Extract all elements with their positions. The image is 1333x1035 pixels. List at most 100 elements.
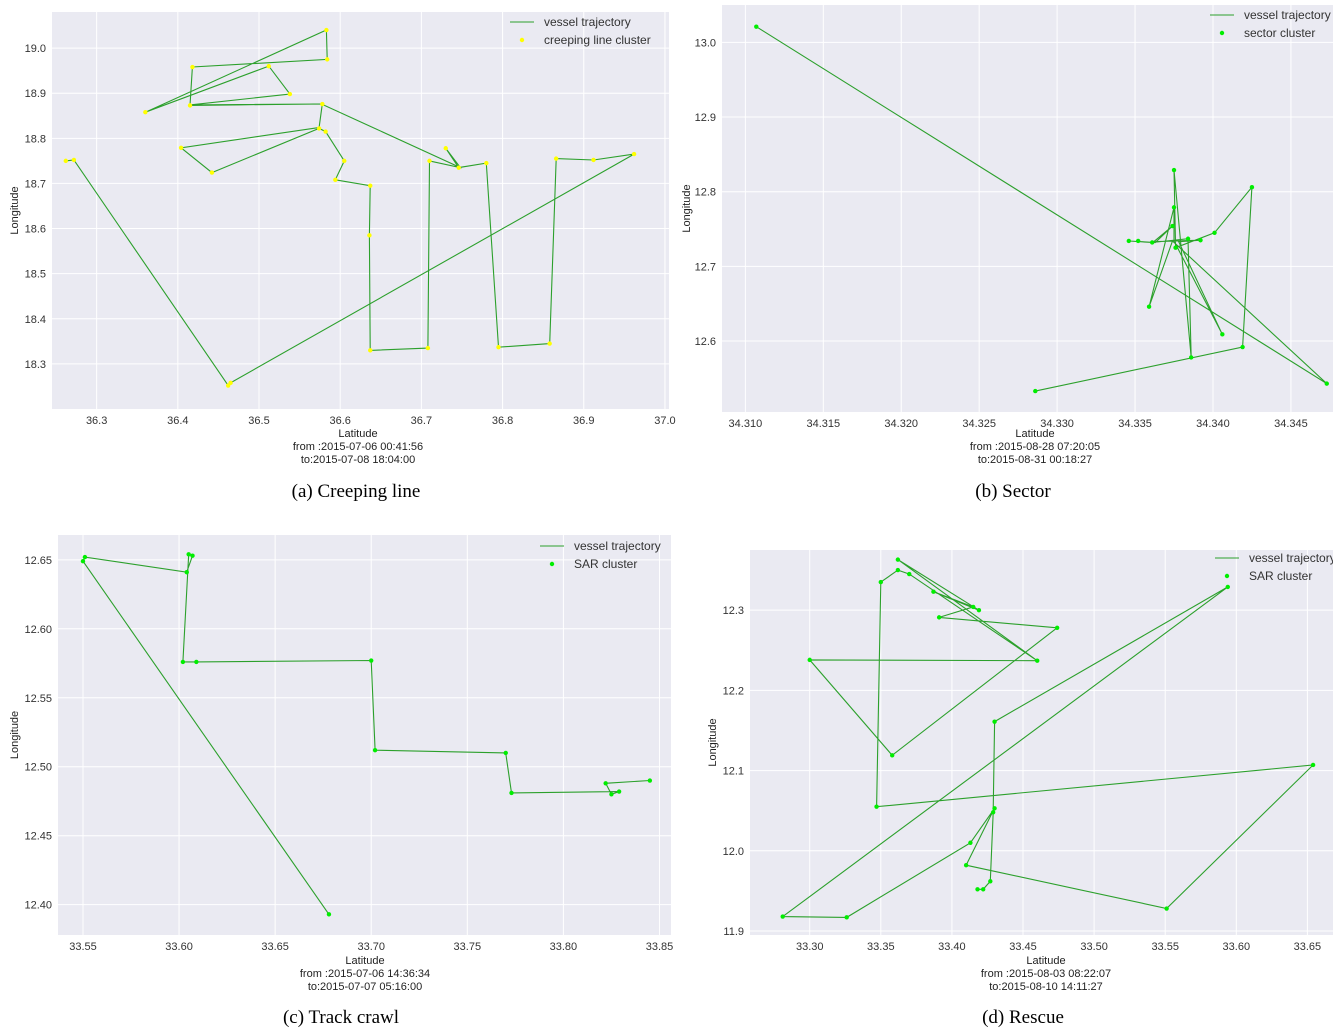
cluster-point [367, 233, 372, 238]
cluster-point [178, 145, 184, 150]
cluster-point [209, 170, 215, 175]
y-tick-label: 12.60 [24, 624, 52, 636]
cluster-point [874, 804, 879, 809]
cluster-point [907, 571, 912, 577]
cluster-point [443, 146, 448, 151]
x-tick-label: 34.320 [884, 418, 918, 430]
legend-marker-swatch [549, 561, 555, 567]
y-tick-label: 12.7 [695, 261, 716, 273]
cluster-point [807, 657, 812, 663]
x-tick-label: 36.7 [411, 415, 432, 427]
cluster-point [266, 63, 271, 69]
cluster-point [372, 747, 378, 753]
cluster-point [553, 156, 559, 161]
panel-sector: 34.310 34.315 34.320 34.325 34.330 34.335 34.3… [681, 5, 1333, 502]
x-tick-label: 33.85 [646, 941, 674, 953]
cluster-point [971, 604, 976, 610]
cluster-point [631, 151, 637, 157]
x-tick-label: 34.315 [806, 418, 840, 430]
panel-rescue: 33.30 33.35 33.40 33.45 33.50 33.55 33.60 33.65… [707, 550, 1333, 1028]
x-tick-label: 33.30 [796, 941, 824, 953]
y-tick-label: 12.3 [723, 605, 744, 617]
y-tick-label: 18.7 [25, 178, 46, 190]
cluster-point [1310, 762, 1316, 768]
x-tick-label: 34.310 [729, 418, 763, 430]
y-tick-label: 18.6 [25, 224, 46, 236]
cluster-point [603, 781, 608, 786]
cluster-point [320, 101, 325, 107]
cluster-point [931, 589, 936, 594]
figure-caption: (b) Sector [975, 481, 1051, 502]
x-tick-label: 33.55 [69, 941, 97, 953]
x-tick-label: 34.325 [962, 418, 996, 430]
date-to-label: to:2015-07-07 05:16:00 [308, 981, 422, 993]
y-tick-label: 12.50 [24, 762, 52, 774]
cluster-point [190, 64, 195, 70]
cluster-point [1185, 236, 1191, 241]
x-tick-label: 36.3 [86, 415, 107, 427]
legend-marker-swatch [519, 37, 525, 43]
cluster-point [456, 165, 461, 170]
legend-marker-swatch [1224, 573, 1230, 579]
cluster-point [509, 790, 514, 796]
cluster-point [976, 607, 982, 613]
cluster-point [369, 658, 374, 663]
trajectory-line [65, 29, 635, 387]
y-tick-label: 19.0 [25, 43, 46, 55]
cluster-point [228, 380, 233, 386]
plot-area [750, 550, 1333, 935]
x-tick-label: 34.340 [1196, 418, 1230, 430]
cluster-point [187, 103, 193, 108]
cluster-point [1146, 304, 1152, 309]
cluster-point [992, 806, 997, 811]
cluster-point [1188, 355, 1194, 360]
cluster-point [496, 344, 501, 350]
cluster-point [190, 553, 195, 558]
y-tick-label: 18.4 [25, 314, 46, 326]
cluster-point [194, 659, 199, 665]
cluster-point [1173, 245, 1178, 250]
cluster-point [186, 552, 191, 557]
x-tick-label: 37.0 [654, 415, 675, 427]
x-tick-label: 33.80 [550, 941, 578, 953]
cluster-point [616, 789, 622, 794]
cluster-point [990, 810, 996, 815]
x-tick-label: 33.40 [938, 941, 966, 953]
y-tick-label: 12.2 [723, 685, 744, 697]
cluster-point [1171, 167, 1177, 173]
cluster-point [484, 160, 489, 166]
cluster-point [71, 157, 77, 163]
cluster-point [1149, 240, 1155, 245]
x-tick-label: 36.8 [492, 415, 513, 427]
x-tick-label: 33.75 [454, 941, 482, 953]
cluster-point [647, 778, 653, 783]
y-tick-label: 12.65 [24, 555, 52, 567]
x-tick-label: 36.5 [248, 415, 269, 427]
cluster-point [1171, 205, 1177, 210]
legend-marker-swatch [1219, 30, 1225, 36]
x-axis-label: Latitude [1015, 428, 1054, 440]
cluster-point [609, 792, 614, 797]
x-tick-label: 33.45 [1009, 941, 1037, 953]
cluster-point [326, 912, 332, 917]
cluster-point [63, 158, 69, 164]
y-tick-label: 12.55 [24, 693, 52, 705]
cluster-point [325, 57, 330, 62]
cluster-point [503, 750, 508, 756]
cluster-point [547, 341, 552, 346]
cluster-point [591, 157, 596, 163]
cluster-point [80, 559, 86, 564]
cluster-point [324, 27, 329, 33]
x-tick-label: 36.6 [329, 415, 350, 427]
x-tick-label: 34.335 [1118, 418, 1152, 430]
x-tick-label: 33.65 [1294, 941, 1322, 953]
x-axis-label: Latitude [1026, 955, 1065, 967]
panel-track-crawl: 33.55 33.60 33.65 33.70 33.75 33.80 33.85 12.40… [9, 535, 673, 1028]
y-tick-label: 18.3 [25, 359, 46, 371]
cluster-point [1324, 381, 1329, 386]
x-tick-label: 33.60 [165, 941, 193, 953]
cluster-point [1220, 332, 1225, 337]
x-axis-label: Latitude [338, 428, 377, 440]
cluster-point [1033, 388, 1038, 394]
y-axis-label: Longitude [681, 184, 693, 232]
